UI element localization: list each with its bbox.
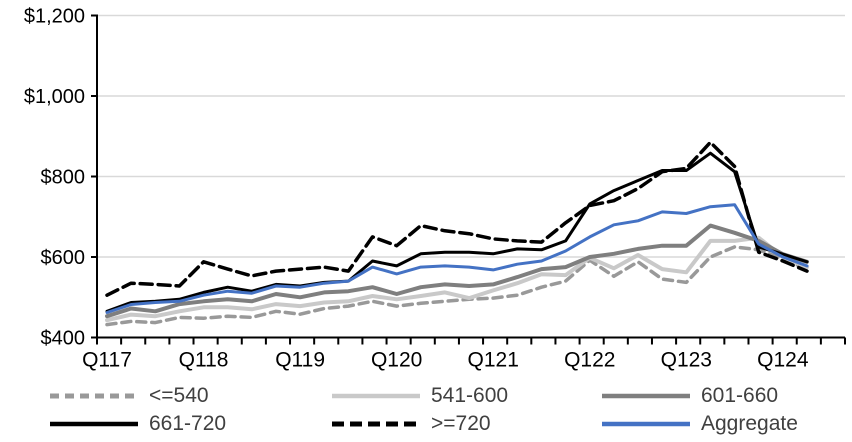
legend-label: 661-720	[149, 412, 227, 435]
y-tick-label: $800	[41, 167, 86, 189]
legend-label: >=720	[431, 412, 491, 435]
legend-item-aggregate: Aggregate	[600, 412, 798, 436]
series-line-1	[105, 245, 809, 327]
legend-line-swatch	[48, 419, 140, 429]
legend-label: 601-660	[701, 384, 779, 407]
series-line-4	[105, 151, 809, 313]
legend-item-541-600: 541-600	[330, 384, 508, 408]
x-tick-label: Q121	[468, 349, 519, 372]
series-line-6	[105, 203, 809, 314]
legend-line-swatch	[330, 391, 422, 401]
legend-label: Aggregate	[701, 412, 798, 435]
y-tick-label: $400	[41, 328, 86, 350]
legend-label: <=540	[149, 384, 209, 407]
x-tick-label: Q117	[82, 349, 132, 372]
x-tick-label: Q119	[275, 349, 325, 372]
line-chart-plot: $400 $600 $800 $1,000 $1,200 Q117 Q118 Q119 Q120…	[24, 6, 846, 372]
x-tick-label: Q118	[179, 349, 229, 372]
legend-line-swatch	[600, 419, 692, 429]
legend-item-gte-720: >=720	[330, 412, 491, 436]
series-line-2	[105, 235, 809, 323]
x-tick-label: Q123	[661, 349, 712, 372]
legend-label: 541-600	[431, 384, 509, 407]
x-tick-label: Q124	[757, 349, 809, 372]
legend-item-601-660: 601-660	[600, 384, 778, 408]
x-tick-label: Q120	[371, 349, 422, 372]
y-tick-label: $600	[41, 247, 86, 269]
y-tick-label: $1,200	[24, 6, 85, 28]
legend-item-661-720: 661-720	[48, 412, 226, 436]
x-tick-label: Q122	[564, 349, 615, 372]
legend-line-swatch	[48, 391, 140, 401]
legend-item-lte-540: <=540	[48, 384, 209, 408]
y-tick-label: $1,000	[24, 86, 85, 108]
legend-line-swatch	[330, 419, 422, 429]
series-line-5	[105, 140, 809, 297]
series-line-3	[105, 223, 809, 319]
legend-line-swatch	[600, 391, 692, 401]
